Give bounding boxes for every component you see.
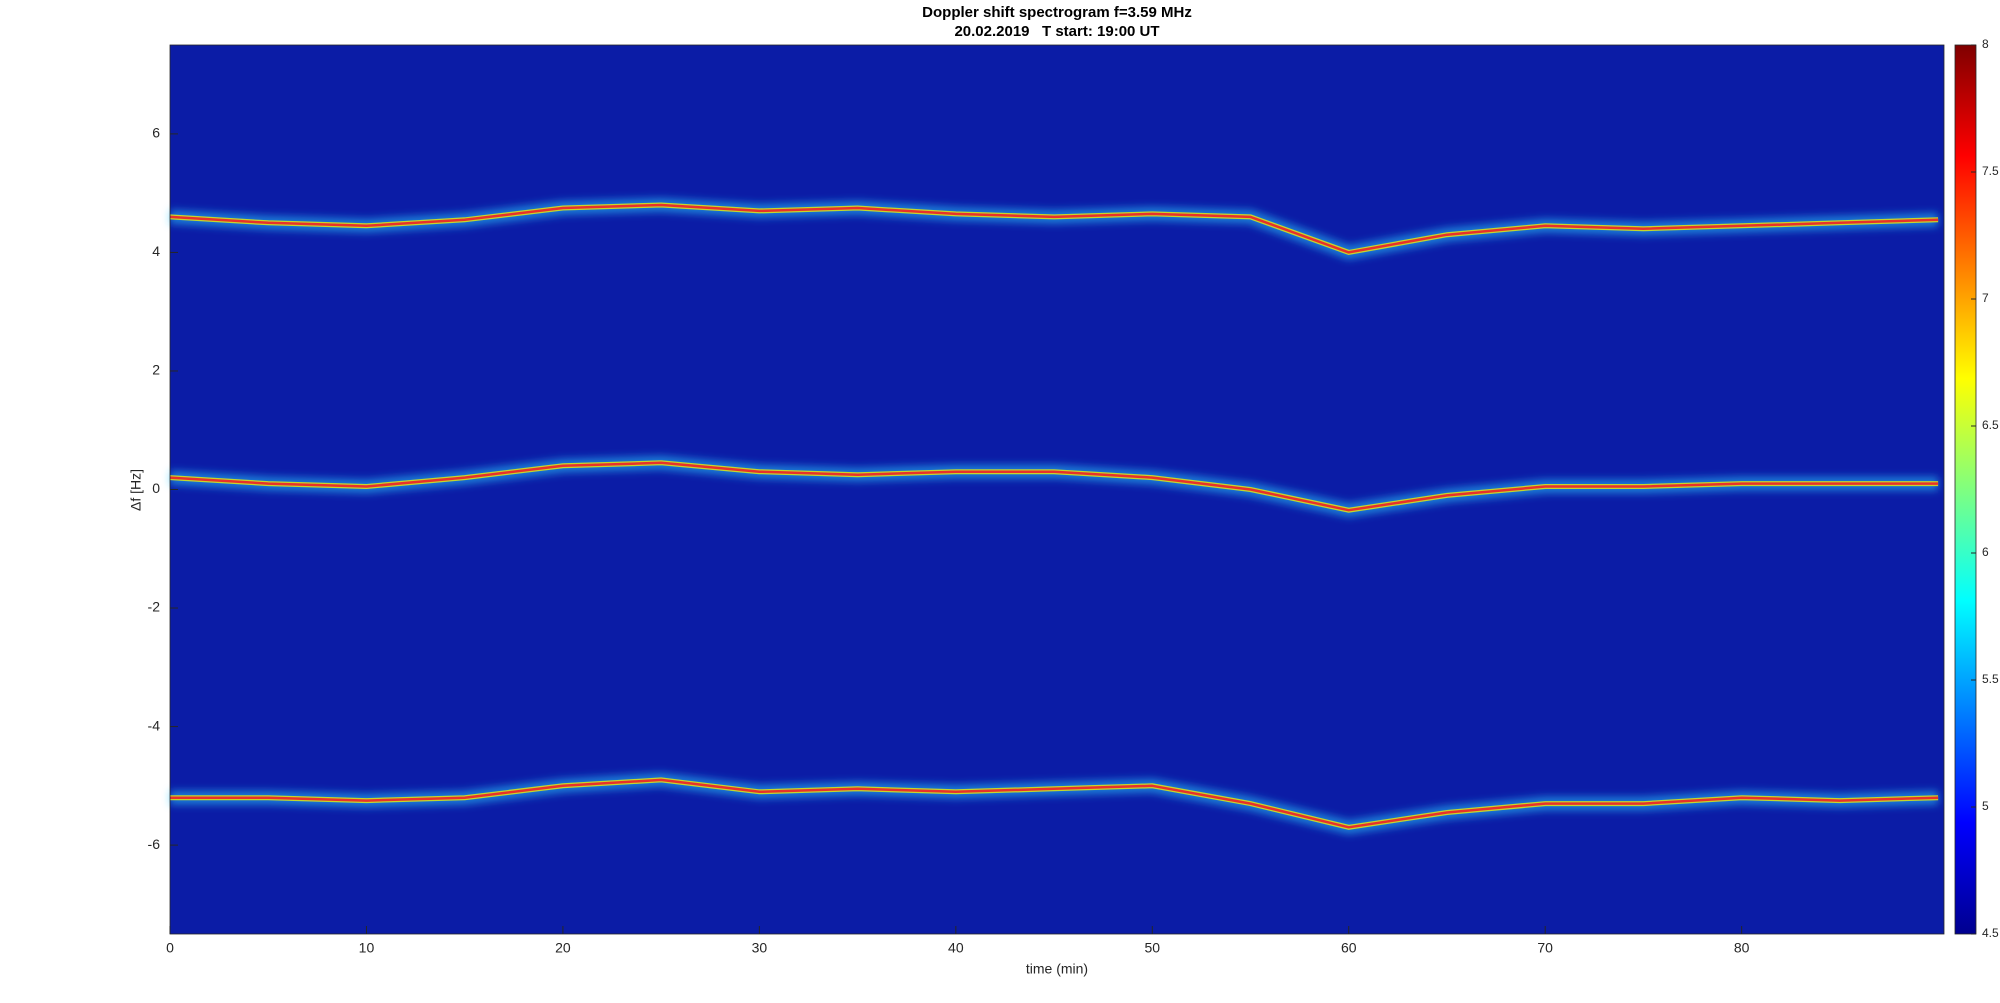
x-tick-label: 80: [1734, 940, 1750, 956]
x-tick-label: 70: [1537, 940, 1553, 956]
x-tick-label: 20: [555, 940, 571, 956]
y-tick-label: 6: [152, 125, 160, 141]
colorbar-tick-label: 4.5: [1982, 926, 1999, 940]
trace-line: [170, 778, 1939, 829]
y-tick-label: -4: [148, 717, 161, 733]
x-tick-label: 30: [752, 940, 768, 956]
chart-subtitle: 20.02.2019 T start: 19:00 UT: [954, 23, 1159, 40]
colorbar-tick-label: 7: [1982, 291, 1989, 305]
y-tick-label: -6: [148, 836, 161, 852]
colorbar-tick-label: 5.5: [1982, 672, 1999, 686]
y-tick-label: 4: [152, 243, 160, 259]
y-tick-label: -2: [148, 599, 161, 615]
x-tick-label: 0: [166, 940, 174, 956]
colorbar-tick-label: 6.5: [1982, 418, 1999, 432]
x-tick-label: 50: [1144, 940, 1160, 956]
x-tick-label: 60: [1341, 940, 1357, 956]
colorbar-tick-label: 8: [1982, 37, 1989, 51]
colorbar-tick-label: 7.5: [1982, 164, 1999, 178]
y-tick-label: 0: [152, 480, 160, 496]
x-axis-label: time (min): [1026, 961, 1088, 977]
chart-title: Doppler shift spectrogram f=3.59 MHz: [922, 4, 1192, 21]
x-tick-label: 40: [948, 940, 964, 956]
trace-line: [169, 461, 1939, 512]
y-axis-label: Δf [Hz]: [128, 469, 144, 511]
colorbar: [1954, 44, 1977, 935]
trace-line: [169, 203, 1939, 254]
colorbar-tick-label: 6: [1982, 545, 1989, 559]
x-tick-label: 10: [359, 940, 375, 956]
y-tick-label: 2: [152, 362, 160, 378]
colorbar-tick-label: 5: [1982, 799, 1989, 813]
